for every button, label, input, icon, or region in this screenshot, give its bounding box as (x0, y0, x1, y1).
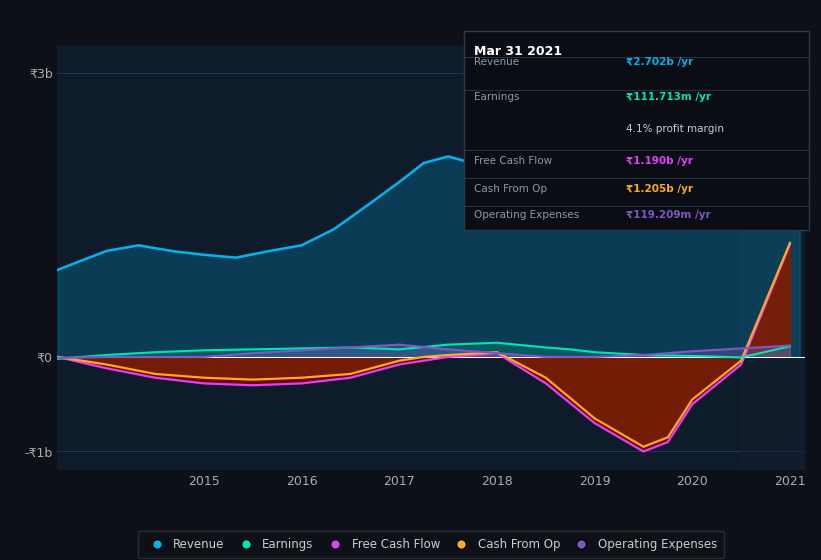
Text: ₹2.702b /yr: ₹2.702b /yr (626, 57, 693, 67)
Text: ₹111.713m /yr: ₹111.713m /yr (626, 92, 711, 102)
Text: Revenue: Revenue (475, 57, 520, 67)
Text: 4.1% profit margin: 4.1% profit margin (626, 124, 724, 134)
Text: ₹119.209m /yr: ₹119.209m /yr (626, 209, 710, 220)
Text: ₹1.205b /yr: ₹1.205b /yr (626, 184, 693, 194)
Text: Mar 31 2021: Mar 31 2021 (475, 45, 562, 58)
Text: ₹1.190b /yr: ₹1.190b /yr (626, 156, 693, 166)
Bar (741, 45, 805, 470)
Text: Operating Expenses: Operating Expenses (475, 209, 580, 220)
Text: Earnings: Earnings (475, 92, 520, 102)
Text: Cash From Op: Cash From Op (475, 184, 548, 194)
Text: Free Cash Flow: Free Cash Flow (475, 156, 553, 166)
Legend: Revenue, Earnings, Free Cash Flow, Cash From Op, Operating Expenses: Revenue, Earnings, Free Cash Flow, Cash … (138, 531, 724, 558)
